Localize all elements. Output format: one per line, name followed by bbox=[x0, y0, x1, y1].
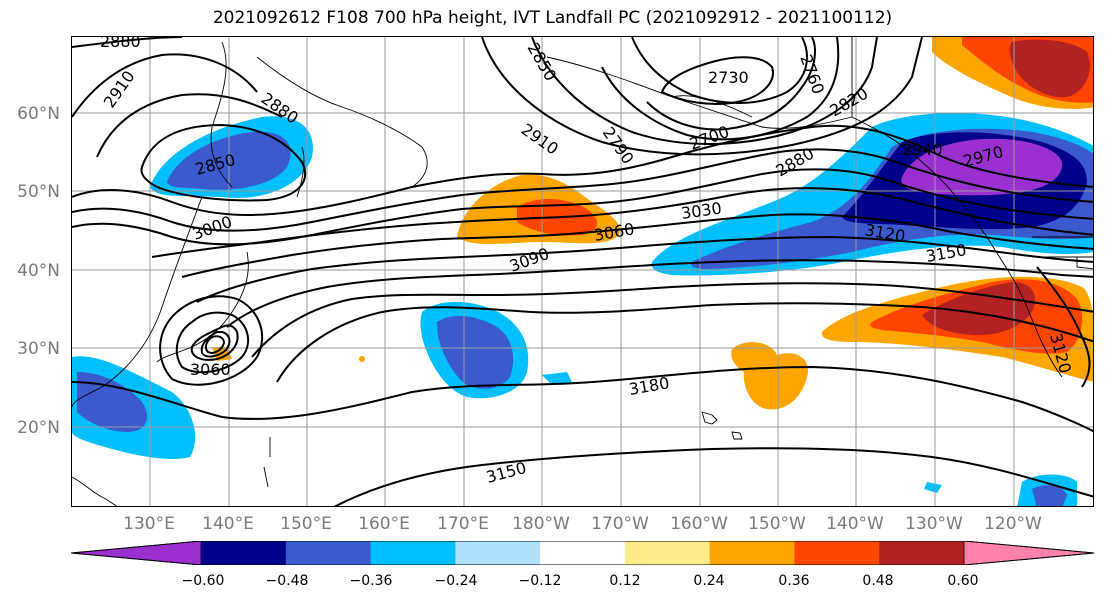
lon-label-170e: 170°E bbox=[437, 514, 489, 534]
colorbar-bin bbox=[794, 541, 880, 565]
lat-label-40n: 40°N bbox=[17, 261, 60, 281]
colorbar-bin bbox=[370, 541, 456, 565]
coastlines bbox=[72, 37, 1093, 506]
contour-label-2820: 2820 bbox=[827, 84, 872, 121]
colorbar-tick: 0.48 bbox=[862, 573, 894, 589]
colorbar-extend-low bbox=[71, 541, 202, 565]
lat-label-30n: 30°N bbox=[17, 339, 60, 359]
contour-label-2880a: 2880 bbox=[100, 37, 141, 51]
lat-label-60n: 60°N bbox=[17, 104, 60, 124]
colorbar-tick: 0.36 bbox=[778, 573, 810, 589]
colorbar-bin bbox=[624, 541, 711, 565]
colorbar-bin bbox=[285, 541, 372, 565]
colorbar-tick: 0.12 bbox=[609, 573, 641, 589]
ivt-negative-shading bbox=[72, 112, 1093, 506]
lon-label-150w: 150°W bbox=[748, 514, 806, 534]
lon-label-170w: 170°W bbox=[591, 514, 649, 534]
colorbar bbox=[71, 541, 1094, 565]
lon-label-160w: 160°W bbox=[670, 514, 728, 534]
contour-label-3150b: 3150 bbox=[484, 458, 528, 487]
map-title: 2021092612 F108 700 hPa height, IVT Land… bbox=[212, 8, 893, 28]
lon-label-160e: 160°E bbox=[358, 514, 410, 534]
colorbar-bin bbox=[201, 541, 287, 565]
colorbar-tick: −0.60 bbox=[181, 573, 225, 589]
lon-label-120w: 120°W bbox=[984, 514, 1042, 534]
lat-label-50n: 50°N bbox=[17, 182, 60, 202]
colorbar-tick: −0.24 bbox=[434, 573, 478, 589]
contour-label-2850b: 2850 bbox=[524, 40, 561, 85]
colorbar-tick: 0.24 bbox=[693, 573, 725, 589]
map-canvas: 2880 2910 2880 2850 3000 2850 2910 2790 … bbox=[72, 37, 1093, 506]
lon-label-130w: 130°W bbox=[905, 514, 963, 534]
lon-label-150e: 150°E bbox=[280, 514, 332, 534]
colorbar-tick: −0.48 bbox=[265, 573, 309, 589]
colorbar-extend-high bbox=[963, 541, 1094, 565]
colorbar-tick: −0.36 bbox=[349, 573, 393, 589]
colorbar-bin bbox=[540, 541, 626, 565]
contour-label-3180: 3180 bbox=[627, 373, 670, 399]
contour-label-2940: 2940 bbox=[902, 140, 943, 159]
contour-label-2730: 2730 bbox=[708, 68, 749, 87]
lon-label-180w: 180°W bbox=[512, 514, 570, 534]
contour-label-3000: 3000 bbox=[190, 212, 235, 244]
lon-label-140e: 140°E bbox=[202, 514, 254, 534]
contour-label-2910b: 2910 bbox=[518, 120, 562, 159]
lat-label-20n: 20°N bbox=[17, 418, 60, 438]
contour-label-3060b: 3060 bbox=[190, 360, 231, 379]
colorbar-bin bbox=[879, 541, 965, 565]
colorbar-bin bbox=[709, 541, 795, 565]
contour-label-2910a: 2910 bbox=[100, 67, 139, 111]
lon-label-130e: 130°E bbox=[123, 514, 175, 534]
colorbar-tick: −0.12 bbox=[518, 573, 562, 589]
lon-label-140w: 140°W bbox=[826, 514, 884, 534]
contour-label-2880c: 2880 bbox=[773, 144, 818, 181]
map-panel: 2880 2910 2880 2850 3000 2850 2910 2790 … bbox=[71, 36, 1094, 507]
colorbar-bin bbox=[455, 541, 541, 565]
graticule bbox=[72, 37, 1093, 506]
colorbar-tick: 0.60 bbox=[947, 573, 979, 589]
contour-label-2790: 2790 bbox=[599, 123, 638, 167]
height-contours bbox=[72, 37, 1093, 506]
